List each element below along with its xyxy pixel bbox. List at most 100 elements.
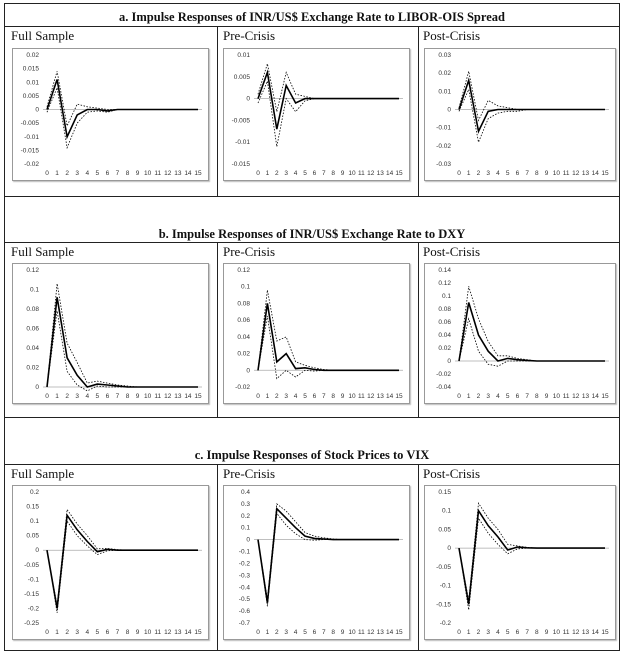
x-tick-label: 15 <box>601 393 609 400</box>
x-tick-label: 10 <box>144 170 152 177</box>
y-tick-label: 0.04 <box>26 345 39 352</box>
y-tick-label: 0 <box>447 358 451 365</box>
x-tick-label: 3 <box>284 170 288 177</box>
x-tick-label: 2 <box>477 170 481 177</box>
y-tick-label: -0.2 <box>28 605 40 612</box>
y-tick-label: -0.02 <box>436 143 451 150</box>
impulse-response-line <box>46 513 198 609</box>
y-tick-label: 0.05 <box>26 533 39 540</box>
y-tick-label: 0 <box>447 545 451 552</box>
x-tick-label: 6 <box>106 629 110 636</box>
x-tick-label: 8 <box>126 170 130 177</box>
y-tick-label: -0.01 <box>235 139 250 146</box>
y-tick-label: 0.15 <box>438 489 451 496</box>
x-tick-label: 13 <box>377 170 385 177</box>
y-tick-label: -0.03 <box>436 161 451 168</box>
y-tick-label: -0.005 <box>232 117 251 124</box>
y-tick-label: 0.005 <box>23 93 40 100</box>
chart-c-pre: 0.4 0.3 0.2 0.1 0 -0.1 -0.2 -0.3 -0.4 -0.5 -0.6 -0.… <box>223 485 410 640</box>
x-tick-label: 4 <box>294 629 298 636</box>
y-tick-label: 0 <box>35 384 39 391</box>
y-tick-label: -0.015 <box>21 147 40 154</box>
x-tick-label: 14 <box>592 170 600 177</box>
x-tick-label: 0 <box>256 393 260 400</box>
y-tick-label: 0.3 <box>241 501 250 508</box>
y-tick-label: 0.06 <box>438 319 451 326</box>
x-tick-label: 7 <box>116 393 120 400</box>
confidence-band-line <box>257 63 399 112</box>
y-tick-label: 0.08 <box>26 306 39 313</box>
x-tick-label: 6 <box>313 170 317 177</box>
y-tick-label: 0.01 <box>26 79 39 86</box>
x-tick-label: 2 <box>275 393 279 400</box>
section-a-title: a. Impulse Responses of INR/US$ Exchange… <box>119 10 505 24</box>
x-tick-label: 5 <box>303 629 307 636</box>
confidence-band-line <box>46 71 198 128</box>
y-tick-label: 0.04 <box>237 334 250 341</box>
y-tick-label: -0.05 <box>24 562 39 569</box>
panel-label-a-full: Full Sample <box>11 28 75 43</box>
y-tick-label: -0.5 <box>239 596 251 603</box>
x-tick-label: 10 <box>348 393 356 400</box>
y-tick-label: -0.6 <box>239 608 251 615</box>
y-tick-label: -0.05 <box>436 564 451 571</box>
x-tick-label: 1 <box>55 393 59 400</box>
impulse-response-line <box>46 79 198 140</box>
x-tick-label: 1 <box>467 629 471 636</box>
x-tick-label: 11 <box>563 629 570 636</box>
divider <box>5 464 619 465</box>
x-tick-label: 6 <box>516 629 520 636</box>
x-tick-label: 8 <box>126 629 130 636</box>
y-tick-label: -0.25 <box>24 620 39 627</box>
x-tick-label: 0 <box>256 629 260 636</box>
y-tick-label: 0.08 <box>237 300 250 307</box>
y-tick-label: -0.15 <box>24 591 39 598</box>
x-tick-label: 5 <box>506 170 510 177</box>
confidence-band-line <box>257 503 399 600</box>
divider <box>418 26 419 196</box>
x-tick-label: 5 <box>506 629 510 636</box>
impulse-response-line <box>257 69 399 130</box>
x-tick-label: 9 <box>545 393 549 400</box>
x-tick-label: 3 <box>486 393 490 400</box>
y-tick-label: 0.2 <box>30 489 39 496</box>
x-tick-label: 1 <box>266 393 270 400</box>
x-tick-label: 3 <box>75 629 79 636</box>
x-tick-label: 0 <box>45 393 49 400</box>
y-tick-label: 0.1 <box>30 518 39 525</box>
y-tick-label: 0.1 <box>442 508 451 515</box>
y-tick-label: 0 <box>246 96 250 103</box>
y-tick-label: -0.02 <box>436 371 451 378</box>
confidence-band-line <box>257 290 399 371</box>
y-tick-label: 0.01 <box>237 52 250 59</box>
x-tick-label: 15 <box>395 170 403 177</box>
impulse-response-line <box>257 303 399 372</box>
x-tick-label: 4 <box>85 393 89 400</box>
divider <box>418 242 419 417</box>
x-tick-label: 4 <box>496 393 500 400</box>
y-tick-label: -0.02 <box>24 161 39 168</box>
confidence-band-line <box>458 502 605 601</box>
x-tick-label: 6 <box>313 393 317 400</box>
x-tick-label: 15 <box>601 629 609 636</box>
x-tick-label: 4 <box>294 170 298 177</box>
x-tick-label: 7 <box>525 629 529 636</box>
y-tick-label: 0.05 <box>438 526 451 533</box>
y-tick-label: 0.02 <box>438 345 451 352</box>
chart-a-pre: 0.01 0.005 0 -0.005 -0.01 -0.015 0 1 2 3 4 5 6 7 8 9 10 1… <box>223 48 410 181</box>
x-tick-label: 15 <box>395 393 403 400</box>
y-tick-label: -0.015 <box>232 161 251 168</box>
x-tick-label: 4 <box>85 170 89 177</box>
confidence-band-line <box>458 88 605 144</box>
x-tick-label: 11 <box>358 393 365 400</box>
x-tick-label: 9 <box>136 393 140 400</box>
x-tick-label: 7 <box>322 629 326 636</box>
y-tick-label: 0.1 <box>241 284 250 291</box>
figure-table: a. Impulse Responses of INR/US$ Exchange… <box>4 3 620 651</box>
y-tick-label: -0.005 <box>21 120 40 127</box>
x-tick-label: 8 <box>126 393 130 400</box>
x-tick-label: 12 <box>367 629 375 636</box>
x-tick-label: 13 <box>174 629 182 636</box>
panel-label-b-post: Post-Crisis <box>423 244 481 259</box>
x-tick-label: 7 <box>116 170 120 177</box>
